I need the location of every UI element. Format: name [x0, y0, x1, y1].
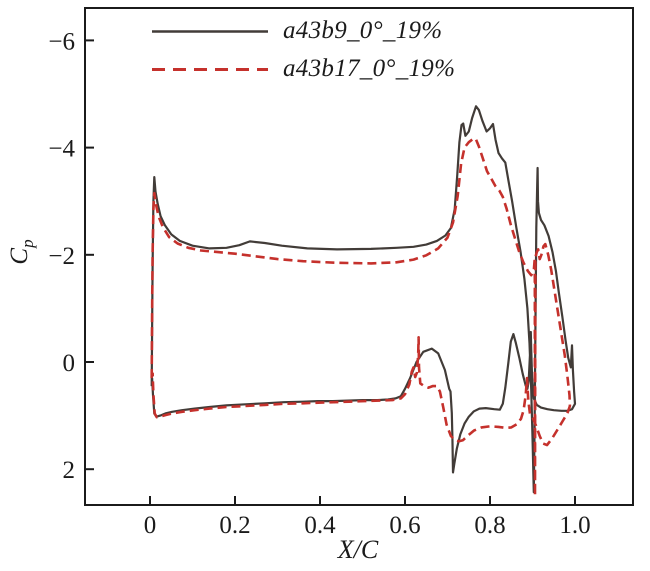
svg-text:0.2: 0.2	[219, 512, 250, 539]
svg-text:−4: −4	[48, 136, 75, 163]
svg-text:2: 2	[63, 457, 76, 484]
svg-text:−2: −2	[48, 243, 75, 270]
y-axis-label-subscript: p	[18, 239, 37, 248]
svg-text:0.4: 0.4	[304, 512, 336, 539]
legend-label-dashed: a43b17_0°_19%	[283, 55, 456, 82]
svg-text:0: 0	[144, 512, 157, 539]
dashed-line-icon	[152, 67, 268, 71]
legend-label-solid: a43b9_0°_19%	[283, 17, 443, 44]
svg-text:1.0: 1.0	[559, 512, 590, 539]
svg-text:−6: −6	[48, 28, 75, 55]
legend-item-solid: a43b9_0°_19%	[152, 16, 455, 46]
svg-text:0: 0	[63, 350, 76, 377]
solid-line-icon	[152, 29, 268, 33]
y-axis-label: Cp	[6, 220, 38, 284]
legend: a43b9_0°_19% a43b17_0°_19%	[152, 16, 455, 84]
legend-item-dashed: a43b17_0°_19%	[152, 54, 455, 84]
x-axis-label: X/C	[337, 535, 379, 564]
svg-text:0.8: 0.8	[474, 512, 505, 539]
y-axis-label-symbol: C	[6, 247, 33, 265]
svg-text:0.6: 0.6	[389, 512, 420, 539]
